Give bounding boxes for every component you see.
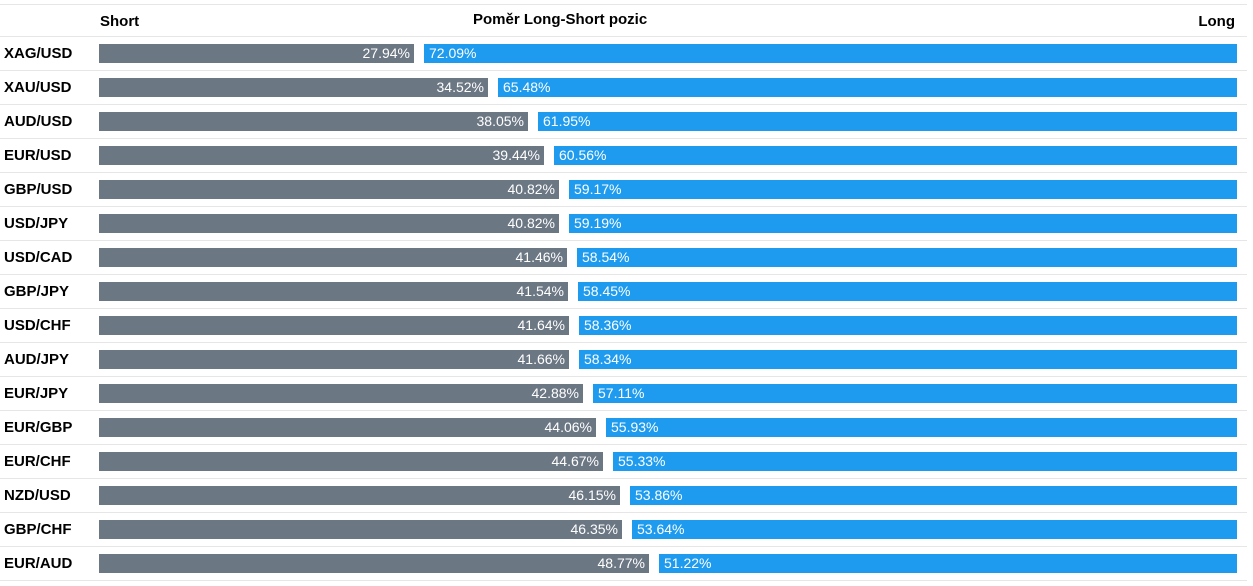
chart-row: AUD/USD 38.05% 61.95% (0, 105, 1247, 139)
short-bar: 41.66% (99, 350, 569, 369)
long-bar: 58.34% (579, 350, 1237, 369)
short-bar: 46.15% (99, 486, 620, 505)
long-bar: 61.95% (538, 112, 1237, 131)
currency-pair-label: GBP/JPY (4, 283, 70, 300)
currency-pair-label: EUR/AUD (4, 555, 73, 572)
chart-row: GBP/JPY 41.54% 58.45% (0, 275, 1247, 309)
currency-pair-label: EUR/JPY (4, 385, 69, 402)
currency-pair-label: USD/CAD (4, 249, 73, 266)
long-header-label: Long (1198, 13, 1235, 30)
chart-rows: XAG/USD 27.94% 72.09% XAU/USD 34.52% 65.48% AU… (0, 37, 1247, 581)
currency-pair-label: XAG/USD (4, 45, 73, 62)
currency-pair-label: USD/JPY (4, 215, 69, 232)
currency-pair-label: NZD/USD (4, 487, 71, 504)
short-bar: 38.05% (99, 112, 528, 131)
chart-row: GBP/USD 40.82% 59.17% (0, 173, 1247, 207)
currency-pair-label: EUR/CHF (4, 453, 71, 470)
currency-pair-label: EUR/USD (4, 147, 72, 164)
chart-row: AUD/JPY 41.66% 58.34% (0, 343, 1247, 377)
long-bar: 58.54% (577, 248, 1237, 267)
long-bar: 53.64% (632, 520, 1237, 539)
short-bar: 44.06% (99, 418, 596, 437)
currency-pair-label: USD/CHF (4, 317, 71, 334)
chart-row: EUR/JPY 42.88% 57.11% (0, 377, 1247, 411)
chart-row: EUR/CHF 44.67% 55.33% (0, 445, 1247, 479)
chart-title: Poměr Long-Short pozic (473, 11, 648, 28)
chart-row: GBP/CHF 46.35% 53.64% (0, 513, 1247, 547)
chart-row: NZD/USD 46.15% 53.86% (0, 479, 1247, 513)
chart-row: EUR/USD 39.44% 60.56% (0, 139, 1247, 173)
chart-row: XAU/USD 34.52% 65.48% (0, 71, 1247, 105)
currency-pair-label: XAU/USD (4, 79, 72, 96)
short-bar: 41.64% (99, 316, 569, 335)
short-bar: 39.44% (99, 146, 544, 165)
chart-row: EUR/AUD 48.77% 51.22% (0, 547, 1247, 581)
long-bar: 51.22% (659, 554, 1237, 573)
short-bar: 42.88% (99, 384, 583, 403)
short-bar: 40.82% (99, 214, 559, 233)
long-bar: 55.93% (606, 418, 1237, 437)
chart-row: EUR/GBP 44.06% 55.93% (0, 411, 1247, 445)
chart-row: XAG/USD 27.94% 72.09% (0, 37, 1247, 71)
long-bar: 55.33% (613, 452, 1237, 471)
currency-pair-label: EUR/GBP (4, 419, 73, 436)
long-bar: 72.09% (424, 44, 1237, 63)
long-bar: 60.56% (554, 146, 1237, 165)
short-bar: 41.46% (99, 248, 567, 267)
chart-header: Short Poměr Long-Short pozic Long (0, 4, 1247, 37)
chart-row: USD/CAD 41.46% 58.54% (0, 241, 1247, 275)
currency-pair-label: AUD/USD (4, 113, 73, 130)
long-bar: 58.36% (579, 316, 1237, 335)
short-bar: 41.54% (99, 282, 568, 301)
chart-row: USD/CHF 41.64% 58.36% (0, 309, 1247, 343)
chart-row: USD/JPY 40.82% 59.19% (0, 207, 1247, 241)
long-bar: 57.11% (593, 384, 1237, 403)
long-bar: 53.86% (630, 486, 1237, 505)
currency-pair-label: GBP/CHF (4, 521, 72, 538)
currency-pair-label: GBP/USD (4, 181, 73, 198)
currency-pair-label: AUD/JPY (4, 351, 70, 368)
short-bar: 27.94% (99, 44, 414, 63)
short-header-label: Short (100, 13, 140, 30)
long-bar: 59.19% (569, 214, 1237, 233)
long-bar: 58.45% (578, 282, 1237, 301)
short-bar: 48.77% (99, 554, 649, 573)
short-bar: 34.52% (99, 78, 488, 97)
long-bar: 65.48% (498, 78, 1237, 97)
short-bar: 40.82% (99, 180, 559, 199)
short-bar: 46.35% (99, 520, 622, 539)
long-bar: 59.17% (569, 180, 1237, 199)
short-bar: 44.67% (99, 452, 603, 471)
